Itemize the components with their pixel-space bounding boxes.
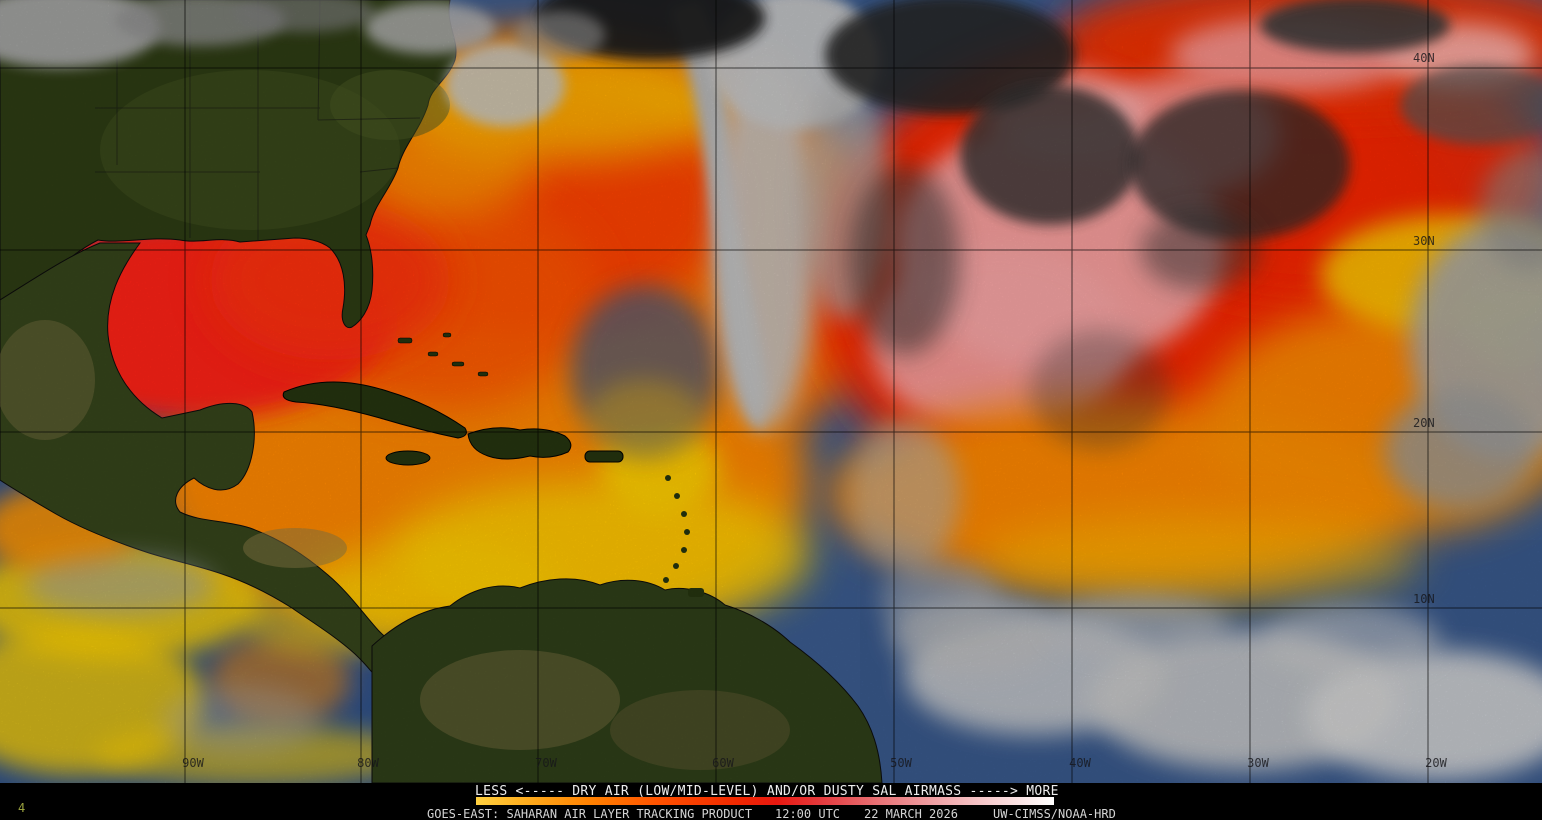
colorbar [476, 797, 1054, 805]
longitude-label: 60W [712, 756, 734, 770]
latitude-label: 30N [1413, 234, 1435, 248]
longitude-label: 90W [182, 756, 204, 770]
frame-counter: 4 [18, 801, 26, 815]
noise-texture [0, 0, 1542, 783]
latitude-label: 40N [1413, 51, 1435, 65]
longitude-label: 20W [1425, 756, 1447, 770]
satellite-map: 40N 30N 20N 10N 90W 80W 70W 60W 50W 40W 30W 20W [0, 0, 1542, 783]
product-title: GOES-EAST: SAHARAN AIR LAYER TRACKING PR… [427, 807, 753, 820]
colorbar-caption: LESS <----- DRY AIR (LOW/MID-LEVEL) AND/… [475, 784, 1059, 799]
graticule-layer [0, 0, 1542, 783]
longitude-label: 30W [1247, 756, 1269, 770]
latitude-label: 10N [1413, 592, 1435, 606]
legend-bar: LESS <----- DRY AIR (LOW/MID-LEVEL) AND/… [0, 783, 1542, 820]
longitude-label: 70W [535, 756, 557, 770]
longitude-label: 40W [1069, 756, 1091, 770]
grid-labels: 40N 30N 20N 10N 90W 80W 70W 60W 50W 40W 30W 20W [182, 51, 1447, 770]
latitude-label: 20N [1413, 416, 1435, 430]
longitude-label: 80W [357, 756, 379, 770]
valid-date: 22 MARCH 2026 [864, 807, 958, 820]
valid-time: 12:00 UTC [775, 807, 841, 820]
longitude-label: 50W [890, 756, 912, 770]
credit: UW-CIMSS/NOAA-HRD [993, 807, 1116, 820]
